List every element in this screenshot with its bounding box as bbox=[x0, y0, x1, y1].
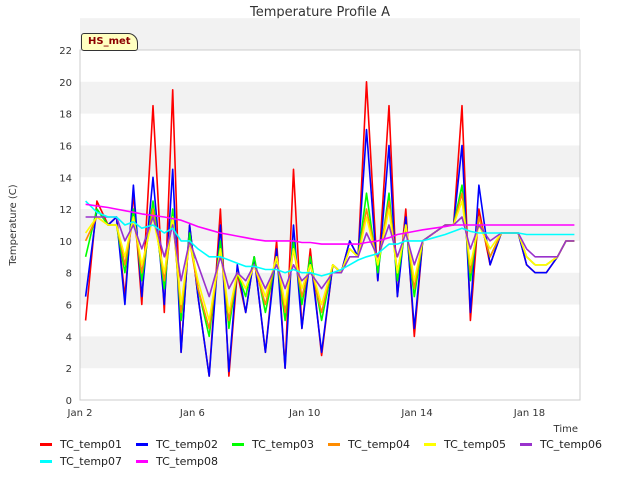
chart-title: Temperature Profile A bbox=[249, 5, 390, 20]
legend-label: TC_temp02 bbox=[156, 438, 219, 451]
legend-swatch bbox=[40, 443, 52, 446]
x-tick-label: Jan 6 bbox=[179, 408, 205, 419]
legend-swatch bbox=[136, 460, 148, 463]
legend-swatch bbox=[136, 443, 148, 446]
series-line-tc_temp07 bbox=[85, 200, 575, 277]
y-tick-label: 12 bbox=[59, 205, 72, 216]
legend-swatch bbox=[424, 443, 436, 446]
y-tick-label: 10 bbox=[59, 237, 72, 248]
y-tick-label: 2 bbox=[66, 364, 72, 375]
y-tick-label: 20 bbox=[59, 78, 72, 89]
legend-label: TC_temp01 bbox=[60, 438, 123, 451]
legend-label: TC_temp04 bbox=[348, 438, 411, 451]
legend-label: TC_temp06 bbox=[540, 438, 603, 451]
legend: TC_temp01 TC_temp02 TC_temp03 TC_temp04 TC_t… bbox=[40, 436, 630, 470]
y-tick-label: 0 bbox=[66, 396, 72, 407]
y-tick-label: 8 bbox=[66, 269, 72, 280]
grid-band bbox=[80, 18, 580, 50]
grid-band bbox=[80, 81, 580, 114]
legend-item: TC_temp05 bbox=[424, 438, 520, 451]
grid-bands bbox=[80, 18, 580, 369]
legend-row: TC_temp01 TC_temp02 TC_temp03 TC_temp04 TC_t… bbox=[40, 436, 630, 453]
y-axis: 0 2 4 6 8 10 12 14 16 18 20 22 bbox=[59, 46, 72, 407]
y-tick-label: 6 bbox=[66, 301, 72, 312]
legend-item: TC_temp08 bbox=[136, 455, 232, 468]
legend-item: TC_temp07 bbox=[40, 455, 136, 468]
legend-swatch bbox=[40, 460, 52, 463]
legend-swatch bbox=[232, 443, 244, 446]
legend-label: TC_temp08 bbox=[156, 455, 219, 468]
y-tick-label: 4 bbox=[66, 332, 72, 343]
grid-band bbox=[80, 336, 580, 369]
x-tick-label: Jan 10 bbox=[288, 408, 320, 419]
plot-frame bbox=[79, 49, 581, 401]
station-badge: HS_met bbox=[81, 33, 138, 51]
series-line-tc_temp08 bbox=[85, 203, 575, 245]
x-tick-label: Jan 14 bbox=[400, 408, 432, 419]
grid-band bbox=[80, 145, 580, 178]
legend-swatch bbox=[520, 443, 532, 446]
x-axis: Jan 2 Jan 6 Jan 10 Jan 14 Jan 18 bbox=[67, 408, 546, 419]
plot-lines bbox=[84, 81, 575, 377]
y-tick-label: 18 bbox=[59, 110, 72, 121]
legend-swatch bbox=[328, 443, 340, 446]
x-tick-label: Jan 2 bbox=[67, 408, 93, 419]
legend-label: TC_temp03 bbox=[252, 438, 315, 451]
legend-item: TC_temp02 bbox=[136, 438, 232, 451]
y-tick-label: 16 bbox=[59, 141, 72, 152]
y-tick-label: 22 bbox=[59, 46, 72, 57]
x-tick-label: Jan 18 bbox=[513, 408, 545, 419]
x-axis-label: Time bbox=[553, 424, 578, 435]
y-tick-label: 14 bbox=[59, 173, 72, 184]
legend-label: TC_temp07 bbox=[60, 455, 123, 468]
legend-row: TC_temp07 TC_temp08 bbox=[40, 453, 630, 470]
legend-item: TC_temp03 bbox=[232, 438, 328, 451]
legend-item: TC_temp06 bbox=[520, 438, 616, 451]
y-axis-label: Temperature (C) bbox=[8, 184, 19, 266]
legend-label: TC_temp05 bbox=[444, 438, 507, 451]
legend-item: TC_temp01 bbox=[40, 438, 136, 451]
legend-item: TC_temp04 bbox=[328, 438, 424, 451]
